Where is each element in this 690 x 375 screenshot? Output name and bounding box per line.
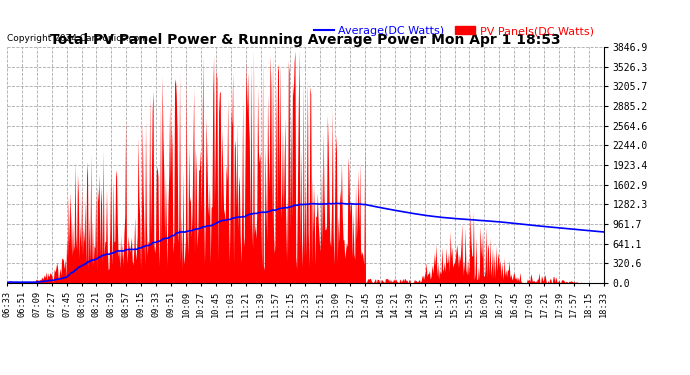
Title: Total PV Panel Power & Running Average Power Mon Apr 1 18:53: Total PV Panel Power & Running Average P… <box>50 33 561 47</box>
Legend: Average(DC Watts), PV Panels(DC Watts): Average(DC Watts), PV Panels(DC Watts) <box>309 22 598 40</box>
Text: Copyright 2024 Cartronics.com: Copyright 2024 Cartronics.com <box>8 34 148 43</box>
